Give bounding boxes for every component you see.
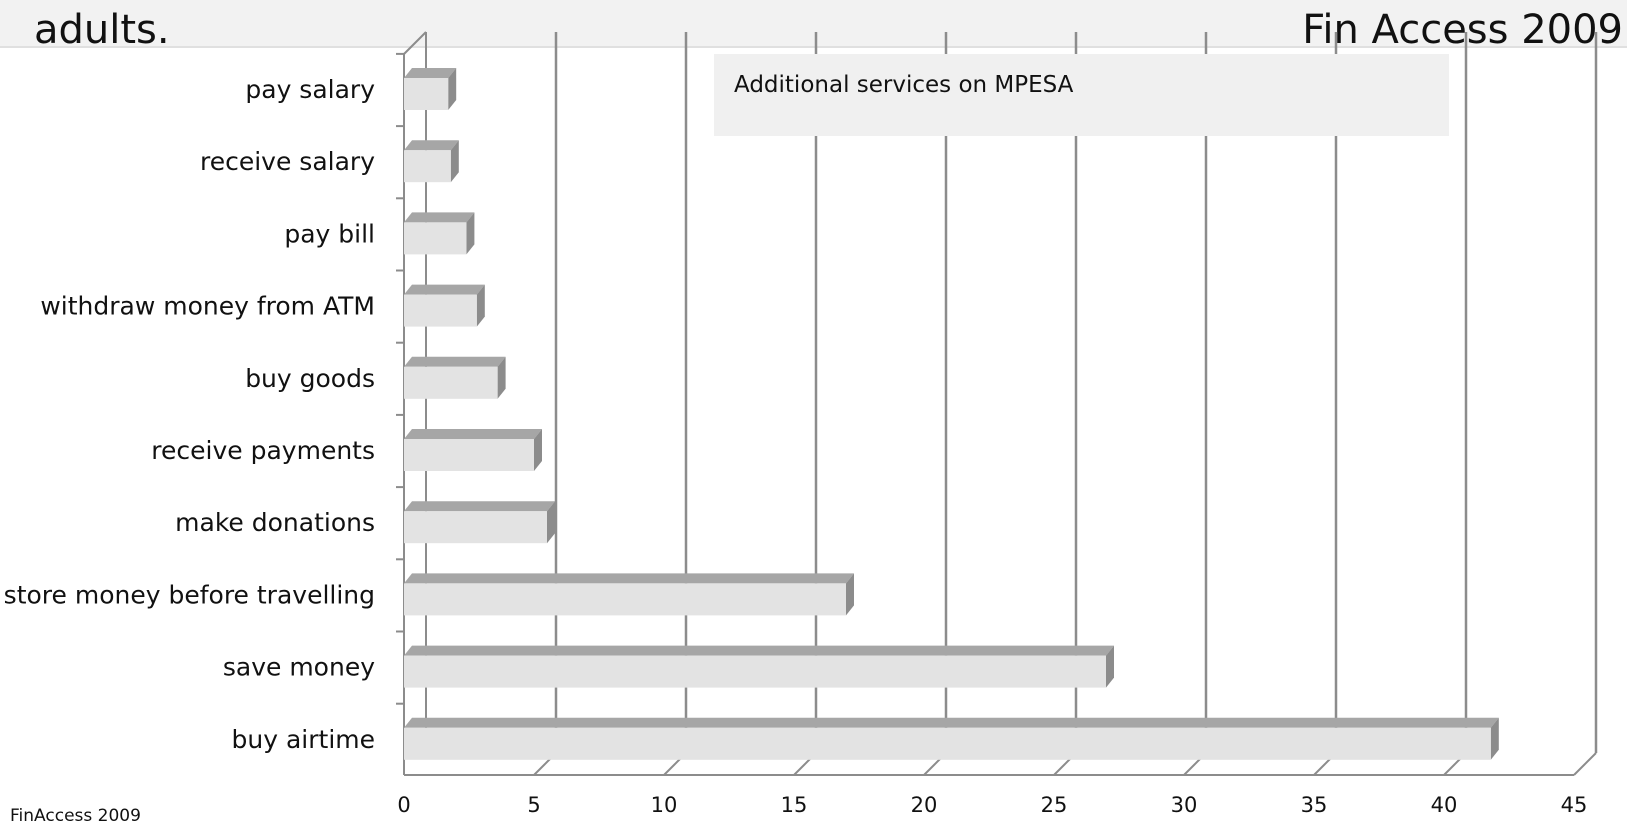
x-tick-label: 35 [1301,793,1328,817]
category-labels: pay salary receive salary pay bill withdraw… [4,75,376,754]
category-label: pay bill [284,219,375,248]
category-label: withdraw money from ATM [40,292,375,321]
x-tick-labels: 0 5 10 15 20 25 30 35 40 45 [397,793,1587,817]
bar-front-face [404,439,534,471]
category-label: buy airtime [232,725,375,754]
source-note: FinAccess 2009 [10,806,141,826]
bar-top-face [404,284,485,295]
chart-title-background [714,54,1449,136]
bar-top-face [404,140,459,151]
bar-side-face [450,140,459,183]
bar-top-face [404,645,1114,656]
x-tick-label: 15 [781,793,808,817]
chart-title: Additional services on MPESA [734,72,1074,98]
category-label: receive salary [200,147,375,176]
bar [404,140,459,183]
bar-top-face [404,429,542,439]
x-tick-label: 30 [1171,793,1198,817]
grid-layer [396,31,1598,776]
bar-side-face [846,573,854,616]
bar-side-face [448,68,457,110]
category-label: save money [223,653,375,682]
bar-side-face [1490,717,1499,760]
x-tick-label: 20 [911,793,938,817]
bar-front-face [404,150,451,183]
bar-top-face [404,212,475,223]
bar-side-face [1106,645,1114,688]
x-tick-label: 40 [1431,793,1458,817]
bar [404,429,542,471]
bar-top-face [404,356,506,367]
bar [404,717,1499,760]
bar-front-face [404,655,1106,688]
bar-front-face [404,583,846,616]
category-label: make donations [175,508,375,537]
category-label: store money before travelling [4,580,375,609]
bar [404,501,555,544]
x-tick-label: 45 [1561,793,1588,817]
slide-header-band [0,0,1627,48]
x-tick-label: 0 [397,793,410,817]
bar-top-face [404,68,457,78]
bar-front-face [404,294,477,327]
chart-title-box: Additional services on MPESA [714,54,1449,136]
bar-front-face [404,78,449,110]
slide-text-left: adults. [34,7,170,53]
bar [404,68,457,110]
bar-front-face [404,511,547,544]
category-label: pay salary [245,75,375,104]
bar [404,356,506,399]
bar-front-face [404,366,498,399]
category-label: buy goods [245,364,375,393]
bar-front-face [404,222,467,255]
bar [404,645,1114,688]
bar-top-face [404,717,1499,728]
x-tick-label: 5 [527,793,540,817]
y-axis-top-edge [403,31,427,55]
bar-side-face [534,429,542,471]
bar-top-face [404,501,555,512]
bar-side-face [466,212,475,255]
bar [404,212,475,255]
category-label: receive payments [151,436,375,465]
bars-layer [404,68,1499,760]
bar-side-face [547,501,555,544]
x-tick-label: 10 [651,793,678,817]
x-tick-label: 25 [1041,793,1068,817]
bar-front-face [404,727,1491,760]
bar-side-face [497,356,506,399]
bar-side-face [476,284,485,327]
gridline-floor [1573,752,1597,776]
slide-text-right: Fin Access 2009 [1302,7,1623,53]
bar [404,573,854,616]
bar-top-face [404,573,854,584]
bar [404,284,485,327]
